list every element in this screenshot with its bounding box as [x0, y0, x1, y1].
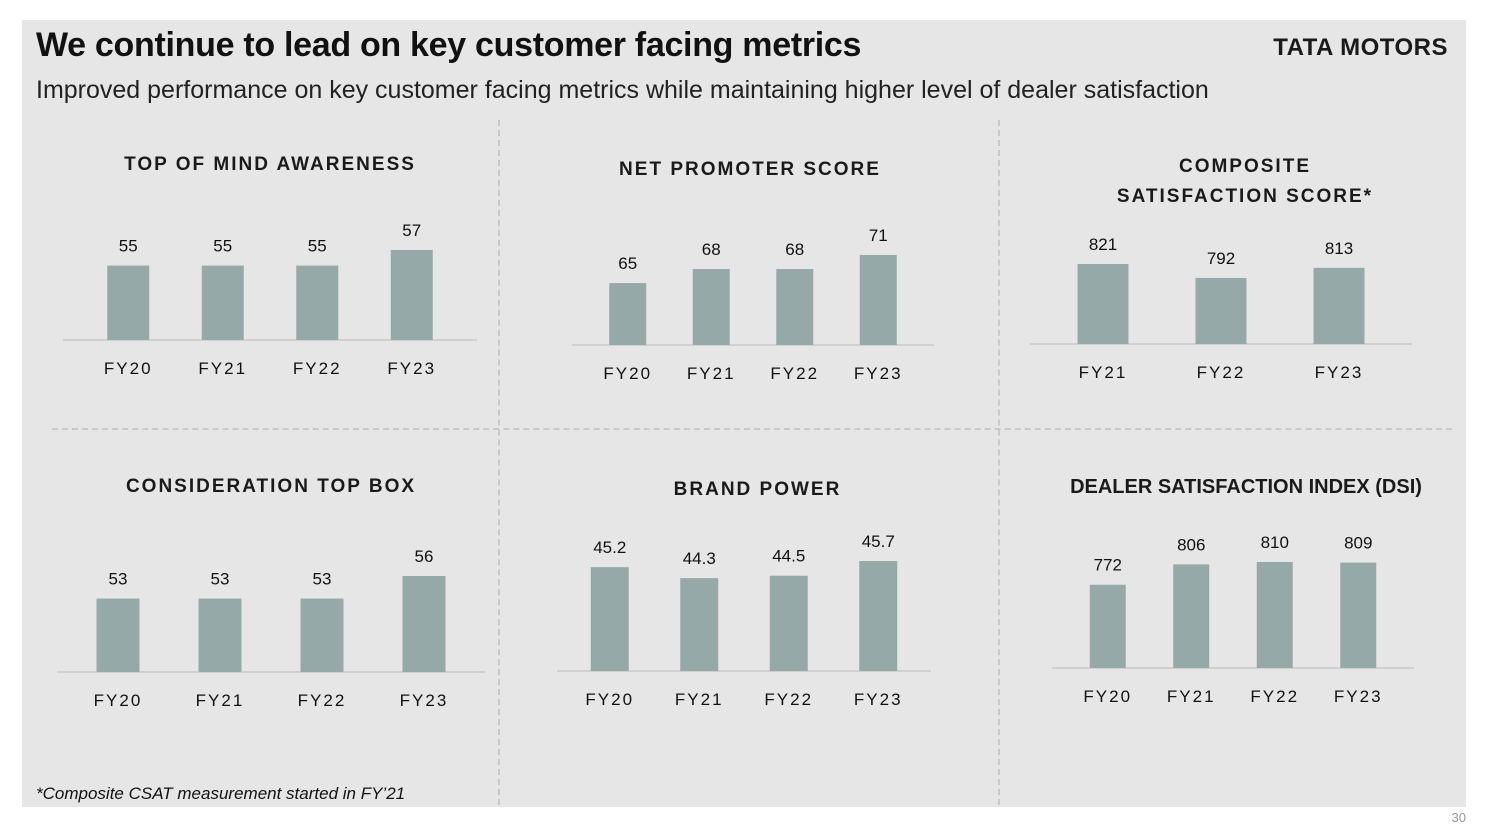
horizontal-divider: [52, 428, 1452, 430]
x-tick-label: FY20: [104, 359, 153, 378]
x-tick-label: FY21: [1167, 687, 1216, 706]
data-label: 53: [313, 570, 332, 589]
data-label: 772: [1094, 556, 1122, 575]
data-label: 57: [402, 221, 421, 240]
chart-top-of-mind-awareness: TOP OF MIND AWARENESS 55 FY20 55 FY21 55 FY22…: [55, 150, 485, 395]
x-tick-label: FY23: [1334, 687, 1383, 706]
tata-motors-logo: TATA MOTORS: [1273, 34, 1448, 61]
bar-fy21: [1173, 564, 1210, 668]
bar-fy22: [1195, 277, 1247, 344]
bar-fy23: [402, 576, 446, 672]
bar-fy20: [590, 567, 629, 671]
data-label: 792: [1207, 249, 1235, 268]
x-tick-label: FY23: [854, 364, 903, 383]
chart-svg: 45.2 FY20 44.3 FY21 44.5 FY22 45.7 FY23: [557, 532, 931, 709]
bar-fy23: [1340, 562, 1377, 668]
chart-svg: 65 FY20 68 FY21 68 FY22 71 FY23: [572, 226, 934, 383]
bar-fy21: [1077, 264, 1129, 344]
chart-brand-power: BRAND POWER 45.2 FY20 44.3 FY21 44.5 FY22 45.7…: [555, 475, 960, 725]
data-label: 44.5: [772, 547, 805, 566]
chart-svg: 772 FY20 806 FY21 810 FY22 809 FY23: [1052, 533, 1414, 706]
x-tick-label: FY21: [196, 691, 245, 710]
x-tick-label: FY22: [764, 690, 813, 709]
chart-consideration-top-box: CONSIDERATION TOP BOX 53 FY20 53 FY21 53 FY22…: [55, 472, 487, 722]
x-tick-label: FY21: [1079, 363, 1128, 382]
data-label: 45.2: [593, 538, 626, 557]
x-tick-label: FY20: [603, 364, 652, 383]
data-label: 53: [109, 570, 128, 589]
data-label: 55: [119, 237, 138, 256]
data-label: 810: [1261, 533, 1289, 552]
data-label: 55: [308, 237, 327, 256]
data-label: 53: [211, 570, 230, 589]
chart-svg: 55 FY20 55 FY21 55 FY22 57 FY23: [63, 221, 477, 378]
x-tick-label: FY21: [687, 364, 736, 383]
data-label: 45.7: [862, 532, 895, 551]
x-tick-label: FY20: [1083, 687, 1132, 706]
x-tick-label: FY20: [585, 690, 634, 709]
bar-fy21: [201, 265, 244, 340]
x-tick-label: FY23: [1315, 363, 1364, 382]
chart-title: NET PROMOTER SCORE: [619, 159, 881, 180]
x-tick-label: FY23: [400, 691, 449, 710]
bar-fy22: [300, 598, 344, 672]
data-label: 71: [869, 226, 888, 245]
data-label: 44.3: [683, 549, 716, 568]
x-tick-label: FY22: [298, 691, 347, 710]
bar-fy23: [859, 561, 898, 671]
x-tick-label: FY20: [94, 691, 143, 710]
chart-dealer-satisfaction-index: DEALER SATISFACTION INDEX (DSI) 772 FY20 8…: [1030, 472, 1462, 717]
x-tick-label: FY23: [387, 359, 436, 378]
bar-fy23: [859, 255, 897, 345]
chart-title: TOP OF MIND AWARENESS: [124, 154, 416, 175]
data-label: 68: [785, 240, 804, 259]
bar-fy23: [390, 250, 433, 340]
bar-fy21: [198, 598, 242, 672]
bar-fy20: [1089, 584, 1126, 668]
data-label: 806: [1177, 535, 1205, 554]
data-label: 56: [415, 547, 434, 566]
bar-fy21: [680, 578, 719, 671]
chart-title: COMPOSITE SATISFACTION SCORE*: [1116, 156, 1374, 207]
chart-svg: 53 FY20 53 FY21 53 FY22 56 FY23: [57, 547, 485, 710]
x-tick-label: FY22: [770, 364, 819, 383]
bar-fy21: [692, 269, 730, 345]
x-tick-label: FY21: [198, 359, 247, 378]
data-label: 809: [1344, 534, 1372, 553]
bar-fy20: [107, 265, 150, 340]
x-tick-label: FY22: [293, 359, 342, 378]
data-label: 55: [213, 237, 232, 256]
bar-fy20: [609, 283, 647, 345]
x-tick-label: FY21: [675, 690, 724, 709]
data-label: 813: [1325, 239, 1353, 258]
chart-title: DEALER SATISFACTION INDEX (DSI): [1070, 476, 1422, 498]
bar-fy23: [1313, 267, 1365, 344]
x-tick-label: FY23: [854, 690, 903, 709]
data-label: 68: [702, 240, 721, 259]
bar-fy22: [1256, 562, 1293, 668]
chart-title: CONSIDERATION TOP BOX: [125, 476, 417, 497]
page-title: We continue to lead on key customer faci…: [36, 26, 862, 64]
data-label: 821: [1089, 235, 1117, 254]
bar-fy22: [769, 575, 808, 671]
vertical-divider-1: [498, 120, 500, 805]
slide-panel: [22, 20, 1466, 807]
chart-svg: 821 FY21 792 FY22 813 FY23: [1030, 235, 1412, 382]
x-tick-label: FY22: [1197, 363, 1246, 382]
footnote: *Composite CSAT measurement started in F…: [36, 784, 406, 803]
bar-fy20: [96, 598, 140, 672]
page-subtitle: Improved performance on key customer fac…: [36, 76, 1209, 104]
bar-fy22: [776, 269, 814, 345]
data-label: 65: [618, 254, 637, 273]
bar-fy22: [296, 265, 339, 340]
chart-title: BRAND POWER: [673, 479, 842, 500]
page-number: 30: [1451, 810, 1466, 825]
chart-composite-satisfaction-score: COMPOSITE SATISFACTION SCORE* 821 FY21 792…: [1030, 152, 1462, 397]
x-tick-label: FY22: [1250, 687, 1299, 706]
vertical-divider-2: [998, 120, 1000, 805]
chart-net-promoter-score: NET PROMOTER SCORE 65 FY20 68 FY21 68 FY22 71 F…: [560, 155, 940, 400]
